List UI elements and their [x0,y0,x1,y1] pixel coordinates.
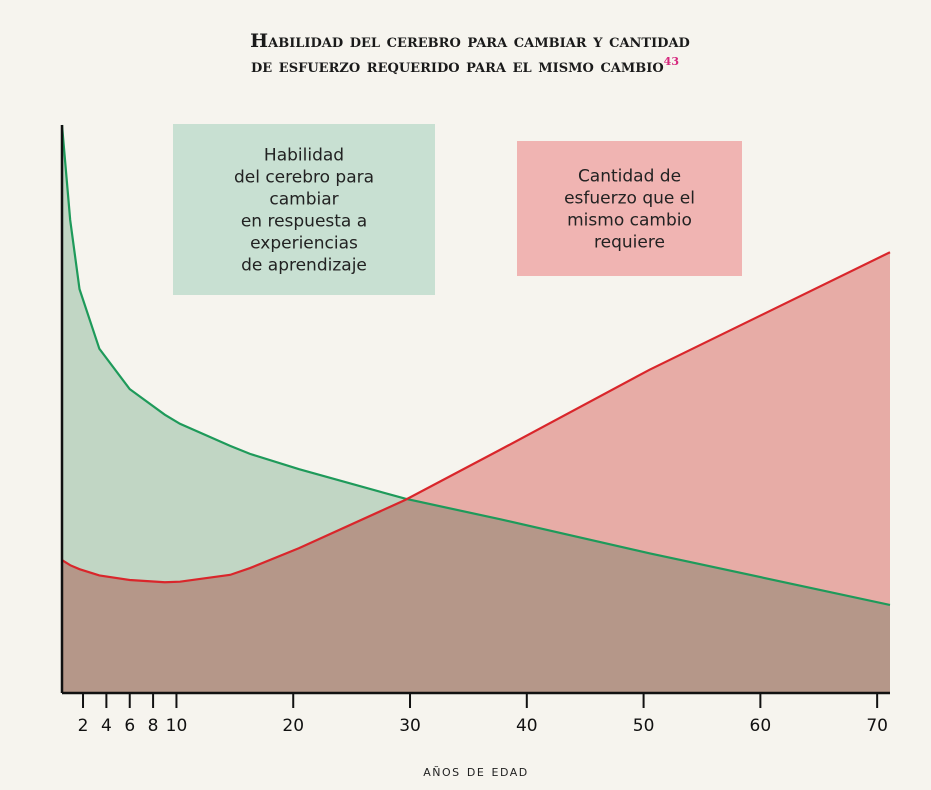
x-tick-label: 8 [148,716,159,736]
legend-box [517,141,742,276]
x-tick-label: 2 [78,716,89,736]
legend-text: del cerebro para [234,168,374,188]
legend-text: mismo cambio [567,211,692,231]
legend-text: experiencias [250,234,358,254]
legend-text: en respuesta a [241,212,367,232]
x-tick-label: 30 [399,716,421,736]
x-tick-label: 6 [124,716,135,736]
areas [62,125,890,693]
area [62,125,890,693]
legend-text: esfuerzo que el [564,189,695,209]
footnote-ref: 43 [664,55,679,68]
x-tick-label: 60 [750,716,772,736]
legend-text: Habilidad [264,146,344,166]
legend-text: Cantidad de [578,167,681,187]
legend-text: cambiar [269,190,338,210]
line [60,124,891,607]
x-tick-label: 20 [282,716,304,736]
legend-text: requiere [594,233,665,253]
area [62,252,890,693]
chart-title: Habilidad del cerebro para cambiar y can… [250,30,690,52]
chart-title: de esfuerzo requerido para el mismo camb… [251,55,679,77]
x-tick-label: 40 [516,716,538,736]
line [61,251,891,584]
legend-text: de aprendizaje [241,256,367,276]
chart-title-line: de esfuerzo requerido para el mismo camb… [251,55,664,77]
x-tick-label: 50 [633,716,655,736]
legend-box [173,124,435,295]
x-tick-label: 10 [166,716,188,736]
x-tick-label: 4 [101,716,112,736]
x-axis-label: años de edad [423,762,529,780]
x-tick-label: 70 [866,716,888,736]
